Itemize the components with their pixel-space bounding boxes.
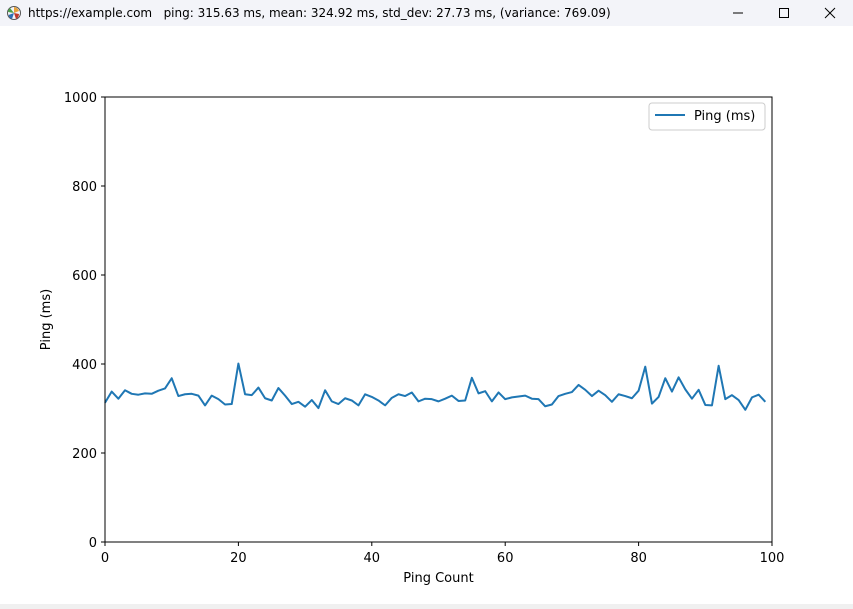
matplotlib-icon (6, 5, 22, 21)
close-button[interactable] (807, 0, 853, 26)
minimize-icon (733, 12, 743, 14)
x-tick-label: 60 (497, 551, 514, 566)
x-tick-label: 100 (760, 551, 785, 566)
y-axis-label: Ping (ms) (39, 289, 54, 350)
window-controls (715, 0, 853, 26)
series-line-ping (104, 362, 767, 411)
y-tick-label: 0 (89, 536, 97, 551)
maximize-icon (779, 8, 789, 18)
legend-label: Ping (ms) (694, 109, 755, 124)
legend-box (648, 102, 766, 131)
window-title-status: ping: 315.63 ms, mean: 324.92 ms, std_de… (163, 6, 611, 20)
x-tick-label: 0 (101, 551, 109, 566)
window-title-url: https://example.com (28, 6, 153, 20)
legend: Ping (ms) (648, 102, 766, 131)
figure-canvas: 0 20 40 60 80 100 0 200 400 600 800 1000 Ping Count… (0, 26, 853, 604)
y-tick-label: 200 (72, 447, 97, 462)
x-tick-label: 20 (230, 551, 247, 566)
close-icon (824, 7, 836, 19)
minimize-button[interactable] (715, 0, 761, 26)
x-tick-label: 40 (364, 551, 381, 566)
x-axis-label: Ping Count (403, 571, 473, 586)
y-tick-label: 1000 (64, 91, 97, 106)
window-titlebar: https://example.com ping: 315.63 ms, mea… (0, 0, 853, 26)
y-tick-label: 800 (72, 180, 97, 195)
window-bottom-border (0, 604, 853, 609)
maximize-button[interactable] (761, 0, 807, 26)
axes-frame (104, 96, 773, 543)
series-group (104, 362, 767, 411)
y-tick-label: 400 (72, 358, 97, 373)
y-tick-label: 600 (72, 269, 97, 284)
x-tick-label: 80 (630, 551, 647, 566)
